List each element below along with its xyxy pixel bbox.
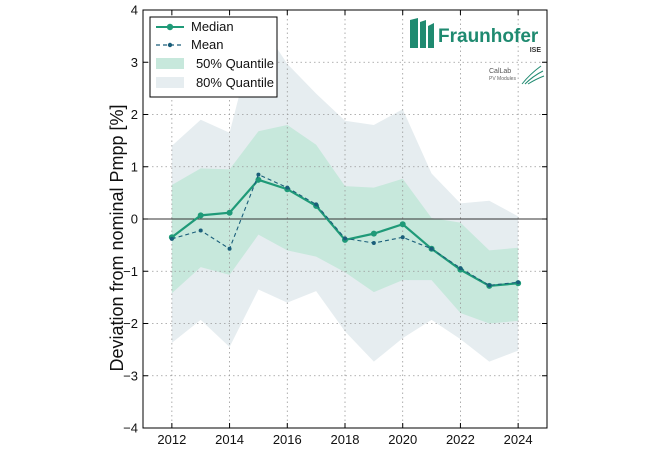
y-tick-label-0: 0 bbox=[131, 212, 138, 227]
legend-entry-80-quantile: 80% Quantile bbox=[156, 75, 274, 90]
y-axis-ticks: −4 −3 −2 −1 0 1 2 3 4 bbox=[123, 3, 547, 436]
data-series bbox=[168, 172, 522, 289]
x-tick-label-2012: 2012 bbox=[157, 432, 186, 447]
x-tick-label-2022: 2022 bbox=[446, 432, 475, 447]
legend-entry-50-quantile: 50% Quantile bbox=[156, 56, 274, 71]
x-axis-ticks: 2012 2014 2016 2018 2020 2022 2024 bbox=[157, 10, 533, 447]
x-tick-label-2018: 2018 bbox=[331, 432, 360, 447]
y-tick-label--2: −2 bbox=[123, 316, 138, 331]
callab-name: CalLab bbox=[489, 68, 511, 75]
x-tick-label-2024: 2024 bbox=[504, 432, 533, 447]
median-point-2015 bbox=[255, 176, 262, 183]
median-point-2020 bbox=[399, 221, 406, 228]
y-tick-label--3: −3 bbox=[123, 368, 138, 383]
mean-point-2021 bbox=[429, 246, 434, 251]
mean-point-2013 bbox=[198, 228, 203, 233]
median-point-2013 bbox=[197, 212, 204, 219]
mean-point-2016 bbox=[285, 185, 290, 190]
y-tick-label-3: 3 bbox=[131, 55, 138, 70]
mean-point-2018 bbox=[343, 236, 347, 241]
median-point-2019 bbox=[370, 230, 377, 237]
y-tick-label-1: 1 bbox=[131, 159, 138, 174]
mean-point-2015 bbox=[256, 172, 261, 177]
median-point-2014 bbox=[226, 209, 233, 216]
mean-point-2024 bbox=[516, 280, 521, 285]
fraunhofer-logo: Fraunhofer ISE CalLab PV Modules bbox=[410, 18, 545, 85]
legend-label-50-quantile: 50% Quantile bbox=[196, 56, 274, 71]
x-tick-label-2014: 2014 bbox=[215, 432, 244, 447]
mean-point-2023 bbox=[487, 283, 492, 288]
callab-swoosh-icon bbox=[521, 65, 545, 85]
legend-label-median: Median bbox=[191, 19, 234, 34]
mean-point-2022 bbox=[458, 266, 463, 271]
y-tick-label--4: −4 bbox=[123, 421, 138, 436]
logo-wordmark: Fraunhofer bbox=[438, 26, 539, 47]
y-axis-label: Deviation from nominal Pmpp [%] bbox=[107, 104, 127, 371]
legend-label-mean: Mean bbox=[191, 37, 224, 52]
callab-detail: PV Modules bbox=[489, 76, 516, 82]
legend-entry-mean: Mean bbox=[156, 37, 224, 52]
mean-point-2012 bbox=[169, 236, 174, 241]
mean-point-2014 bbox=[227, 246, 232, 251]
legend-entry-median: Median bbox=[156, 19, 234, 34]
x-tick-label-2020: 2020 bbox=[388, 432, 417, 447]
x-tick-label-2016: 2016 bbox=[273, 432, 302, 447]
fraunhofer-logo-mark-icon bbox=[410, 18, 434, 48]
legend: Median Mean 50% Quantile 80% Quantile bbox=[149, 16, 278, 98]
y-tick-label-2: 2 bbox=[131, 107, 138, 122]
mean-point-2020 bbox=[400, 235, 405, 240]
mean-point-2017 bbox=[314, 202, 319, 207]
logo-institute: ISE bbox=[530, 47, 542, 54]
y-tick-label--1: −1 bbox=[123, 264, 138, 279]
mean-point-2019 bbox=[371, 241, 376, 246]
y-tick-label-4: 4 bbox=[131, 3, 138, 18]
legend-label-80-quantile: 80% Quantile bbox=[196, 75, 274, 90]
